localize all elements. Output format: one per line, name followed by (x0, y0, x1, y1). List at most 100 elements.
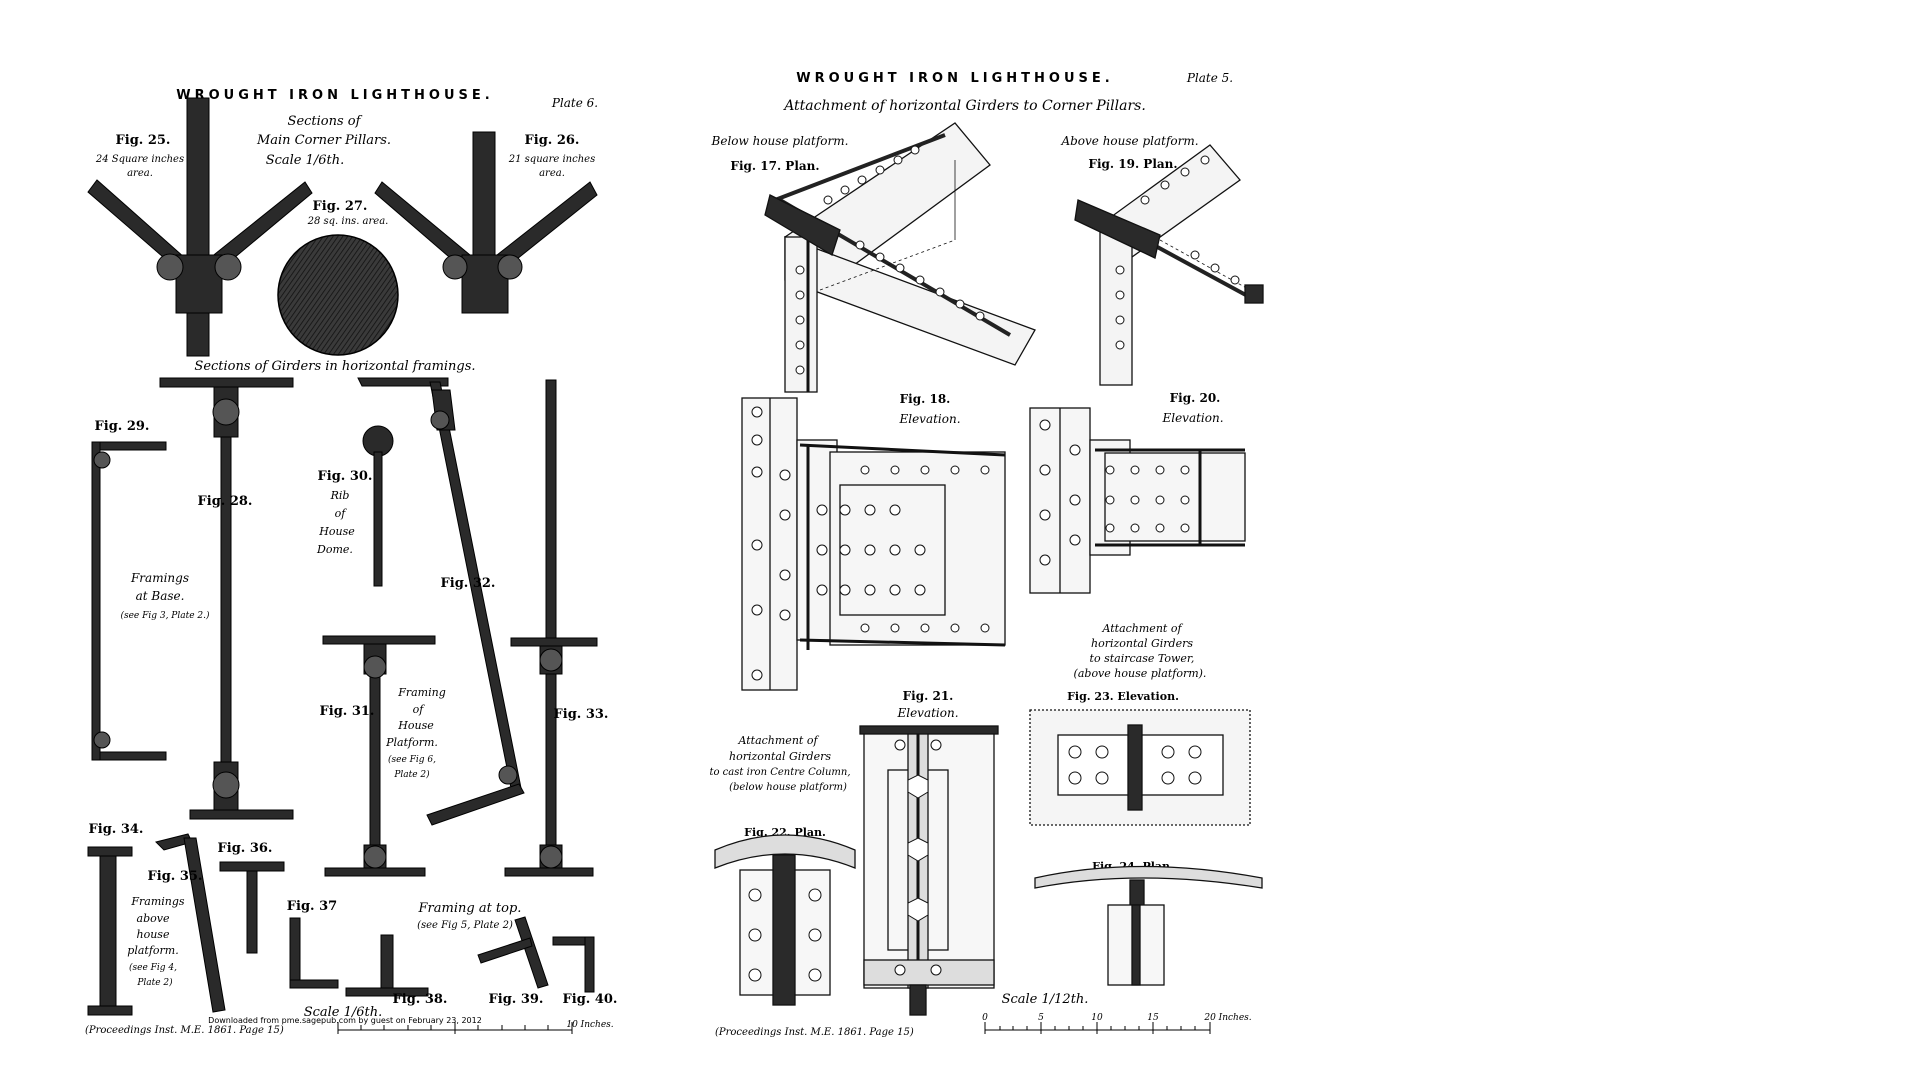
fig21-sub: Elevation. (896, 706, 958, 720)
fig19-label: Fig. 19. Plan. (1088, 157, 1177, 171)
scale-tick-15: 15 (1147, 1013, 1159, 1023)
plate6-number: Plate 6. (551, 96, 598, 110)
plate6-scale-label: Scale 1/6th. (304, 1005, 383, 1020)
plate6-scale-bar (337, 1022, 573, 1034)
below-platform-label: Below house platform. (711, 134, 849, 148)
fig30-desc-1: Rib (330, 489, 350, 502)
fig18-sub: Elevation. (898, 412, 960, 426)
fig28-label: Fig. 28. (198, 494, 253, 509)
fig20-label: Fig. 20. (1170, 391, 1221, 405)
sections-pillars-scale: Scale 1/6th. (266, 153, 345, 168)
fig20-elevation-drawing (1029, 407, 1246, 594)
fig22-plan-drawing (714, 834, 856, 1006)
fig25-label: Fig. 25. (116, 133, 171, 148)
framings-base-line2: at Base. (136, 589, 185, 603)
fig19-plan-drawing (1074, 144, 1264, 386)
above-platform-label: Above house platform. (1060, 134, 1198, 148)
fig33-label: Fig. 33. (554, 707, 609, 722)
fig37-label: Fig. 37 (287, 899, 337, 914)
fig18-label: Fig. 18. (900, 392, 951, 406)
fig26-area-line2: area. (539, 168, 565, 179)
sections-pillars-line2: Main Corner Pillars. (256, 133, 391, 148)
fig39-label: Fig. 39. (489, 992, 544, 1007)
fig26-area-line1: 21 square inches (508, 154, 595, 165)
framing-top-ref: (see Fig 5, Plate 2) (417, 920, 513, 931)
plate5-title: WROUGHT IRON LIGHTHOUSE. (796, 71, 1113, 86)
fig26-pillar-section (374, 131, 598, 314)
fig21-label: Fig. 21. (903, 689, 954, 703)
fig34-label: Fig. 34. (89, 822, 144, 837)
scale-tick-5: 5 (1038, 1013, 1044, 1023)
fig34-girder-section (87, 846, 133, 1016)
fig31-girder-section (322, 635, 436, 877)
framings-above-5: (see Fig 4, (129, 962, 177, 973)
fig31-desc-4: Platform. (385, 736, 438, 749)
framings-base-line1: Framings (130, 571, 189, 585)
fig23-label: Fig. 23. Elevation. (1067, 690, 1179, 703)
fig25-pillar-section (87, 97, 313, 357)
fig30-desc-4: Dome. (316, 543, 353, 556)
attach-stair-4: (above house platform). (1074, 667, 1207, 680)
fig24-plan-drawing (1034, 865, 1263, 986)
fig29-girder-section (91, 441, 167, 761)
fig27-area: 28 sq. ins. area. (307, 216, 389, 227)
plate5-footer: (Proceedings Inst. M.E. 1861. Page 15) (715, 1027, 914, 1038)
fig38-label: Fig. 38. (393, 992, 448, 1007)
fig31-desc-6: Plate 2) (393, 769, 430, 780)
fig30-desc-2: of (335, 507, 348, 520)
fig25-area-line1: 24 Square inches (95, 154, 184, 165)
fig30-desc-3: House (318, 525, 355, 538)
plate5-subtitle: Attachment of horizontal Girders to Corn… (782, 98, 1146, 114)
plate6-footer: (Proceedings Inst. M.E. 1861. Page 15) (85, 1025, 284, 1036)
fig35-label: Fig. 35. (148, 869, 203, 884)
fig17-label: Fig. 17. Plan. (730, 159, 819, 173)
fig32-girder-section (357, 377, 525, 826)
fig31-desc-3: House (397, 719, 434, 732)
attach-centre-4: (below house platform) (729, 782, 847, 793)
fig20-sub: Elevation. (1161, 411, 1223, 425)
fig32-label: Fig. 32. (441, 576, 496, 591)
plate5-scale-label: Scale 1/12th. (1002, 992, 1089, 1007)
fig31-label: Fig. 31. (320, 704, 375, 719)
sections-girders-heading: Sections of Girders in horizontal framin… (194, 359, 475, 374)
fig29-label: Fig. 29. (95, 419, 150, 434)
plate5-scale-bar (984, 1022, 1211, 1034)
framings-above-1: Framings (130, 895, 185, 908)
plate5-number: Plate 5. (1186, 71, 1233, 85)
plate-5: WROUGHT IRON LIGHTHOUSE. Plate 5. Attach… (709, 71, 1264, 1038)
attach-stair-3: to staircase Tower, (1090, 652, 1195, 665)
fig17-plan-drawing (764, 122, 1036, 393)
framings-above-3: house (137, 928, 170, 941)
fig36-girder-section (219, 861, 285, 954)
plate-6: WROUGHT IRON LIGHTHOUSE. Plate 6. Sectio… (85, 88, 617, 1036)
fig30-rib-section (362, 425, 394, 587)
fig25-area-line2: area. (127, 168, 153, 179)
download-notice: Downloaded from pme.sagepub.com by guest… (208, 1016, 482, 1025)
fig33-girder-section (504, 379, 598, 877)
fig23-elevation-drawing (1029, 709, 1251, 826)
attach-stair-2: horizontal Girders (1091, 637, 1193, 650)
scale-tick-20: 20 Inches. (1203, 1013, 1251, 1023)
framings-base-ref: (see Fig 3, Plate 2.) (120, 610, 210, 621)
fig27-label: Fig. 27. (313, 199, 368, 214)
fig30-label: Fig. 30. (318, 469, 373, 484)
fig27-solid-section (277, 234, 399, 356)
scale-tick-0: 0 (982, 1013, 988, 1023)
sections-pillars-line1: Sections of (288, 114, 363, 129)
attach-centre-1: Attachment of (737, 734, 819, 747)
fig31-desc-5: (see Fig 6, (388, 754, 436, 765)
fig28-girder-section (159, 377, 294, 820)
framings-above-4: platform. (127, 944, 178, 957)
fig37-angle-section (289, 917, 339, 989)
plate6-scale-end: 10 Inches. (566, 1020, 613, 1030)
attach-centre-3: to cast iron Centre Column, (709, 767, 850, 778)
scale-tick-10: 10 (1091, 1013, 1103, 1023)
fig40-angle-section (552, 936, 595, 993)
framings-above-2: above (137, 912, 170, 925)
fig35-girder-section (155, 833, 226, 1013)
framing-top: Framing at top. (418, 901, 522, 916)
fig31-desc-2: of (413, 703, 426, 716)
fig26-label: Fig. 26. (525, 133, 580, 148)
fig38-tee-section (345, 934, 429, 997)
